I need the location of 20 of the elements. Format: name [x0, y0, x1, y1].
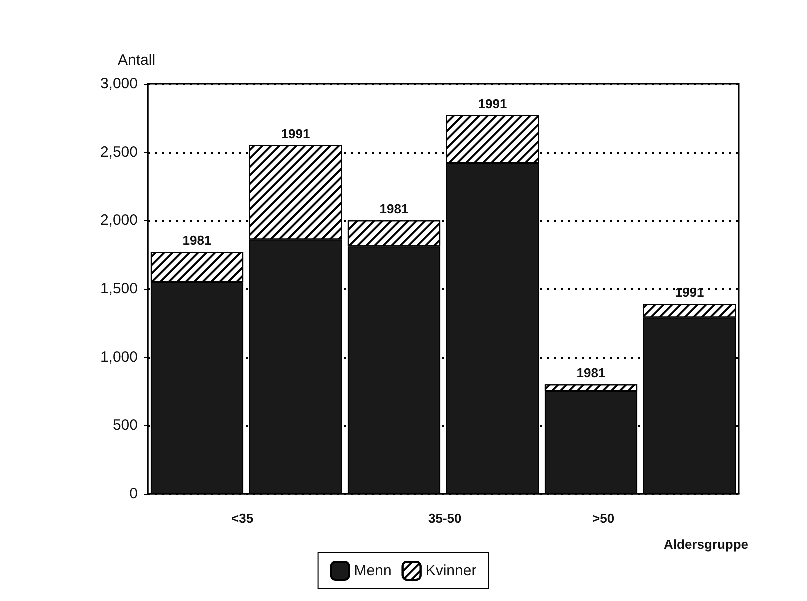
legend-label: Kvinner — [426, 562, 477, 580]
x-tick-label: 1981 — [380, 202, 409, 217]
y-tick-label: 3,000 — [100, 76, 138, 92]
y-tick-label: 500 — [112, 417, 138, 434]
x-tick-label: 1991 — [675, 285, 704, 300]
y-tick-label: 1,000 — [100, 348, 138, 366]
y-tick-label: 1,500 — [100, 280, 138, 298]
text: 35-50 — [428, 511, 462, 526]
y-tick-label: 2,000 — [100, 212, 138, 230]
y-axis-title: Antall — [118, 52, 156, 69]
x-tick-label: 1981 — [576, 366, 606, 381]
y-tick-label: 0 — [130, 486, 138, 502]
text: <35 — [232, 511, 254, 526]
x-tick-label: 1991 — [478, 96, 508, 112]
text: >50 — [592, 511, 615, 526]
x-axis-title: Aldersgruppe — [664, 537, 749, 552]
x-tick-label: 1981 — [182, 233, 212, 248]
x-tick-label: 1991 — [281, 126, 310, 142]
y-tick-label: 2,500 — [100, 144, 138, 161]
legend-label: Menn — [354, 562, 392, 580]
